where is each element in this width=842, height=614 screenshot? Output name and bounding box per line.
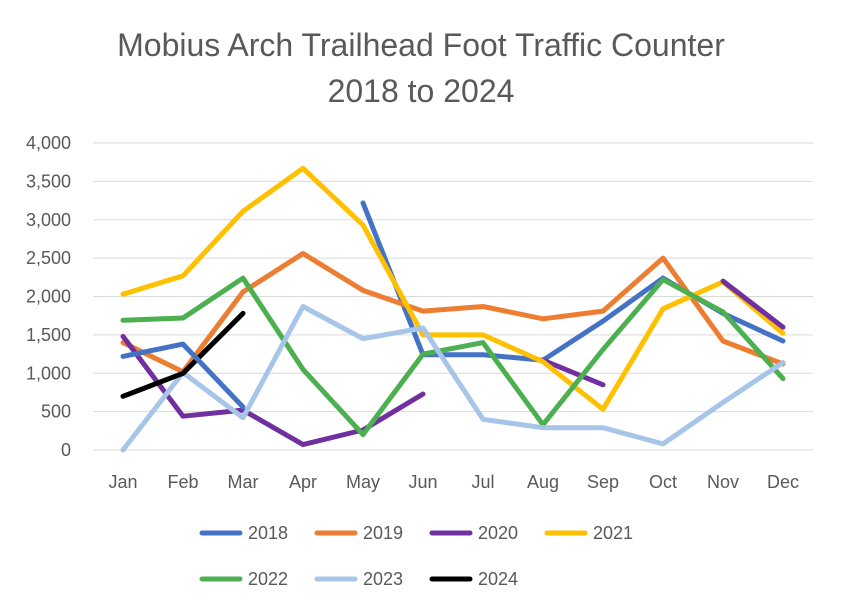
y-tick-label: 500 (41, 402, 71, 422)
legend-label: 2021 (593, 523, 633, 543)
gridlines (93, 142, 813, 451)
x-tick-label: Nov (707, 472, 739, 492)
series-line-2019 (120, 251, 786, 375)
y-tick-label: 3,000 (26, 210, 71, 230)
x-tick-label: Jun (408, 472, 437, 492)
x-tick-label: Mar (228, 472, 259, 492)
series-lines (120, 165, 786, 453)
y-tick-label: 3,500 (26, 171, 71, 191)
x-tick-label: Sep (587, 472, 619, 492)
legend-item-2021: 2021 (544, 523, 633, 543)
legend-item-2018: 2018 (199, 523, 288, 543)
x-axis-tick-labels: Jan Feb Mar Apr May Jun Jul Aug Sep Oct Nov Dec (108, 472, 799, 492)
y-tick-label: 2,000 (26, 287, 71, 307)
legend-label: 2023 (363, 569, 403, 589)
y-tick-label: 0 (61, 440, 71, 460)
series-line-2020 (720, 278, 786, 330)
legend-label: 2019 (363, 523, 403, 543)
series-2023 (120, 304, 786, 453)
series-line-2023 (120, 304, 786, 453)
x-tick-label: Jul (471, 472, 494, 492)
x-tick-label: Jan (108, 472, 137, 492)
legend-item-2022: 2022 (199, 569, 288, 589)
legend-label: 2018 (248, 523, 288, 543)
x-tick-label: May (346, 472, 380, 492)
y-tick-label: 1,000 (26, 363, 71, 383)
legend: 2018 2019 2020 2021 2022 2023 2024 (199, 523, 633, 589)
x-tick-label: Feb (167, 472, 198, 492)
chart-subtitle: 2018 to 2024 (328, 73, 515, 109)
series-line-2022 (120, 275, 786, 438)
series-2024 (120, 310, 246, 399)
legend-item-2020: 2020 (429, 523, 518, 543)
y-tick-label: 4,000 (26, 133, 71, 153)
legend-item-2023: 2023 (314, 569, 403, 589)
x-tick-label: Dec (767, 472, 799, 492)
x-tick-label: Apr (289, 472, 317, 492)
y-tick-label: 2,500 (26, 248, 71, 268)
y-axis-tick-labels: 0 500 1,000 1,500 2,000 2,500 3,000 3,500 4,000 (26, 133, 71, 460)
series-line-2020 (540, 357, 606, 388)
legend-label: 2020 (478, 523, 518, 543)
chart-title: Mobius Arch Trailhead Foot Traffic Count… (117, 27, 725, 63)
legend-item-2019: 2019 (314, 523, 403, 543)
series-2019 (120, 251, 786, 375)
series-line-2024 (120, 310, 246, 399)
series-2021 (120, 165, 786, 412)
legend-item-2024: 2024 (429, 569, 518, 589)
x-tick-label: Aug (527, 472, 559, 492)
series-line-2018 (120, 341, 246, 410)
legend-label: 2024 (478, 569, 518, 589)
series-2022 (120, 275, 786, 438)
x-tick-label: Oct (649, 472, 677, 492)
legend-label: 2022 (248, 569, 288, 589)
y-tick-label: 1,500 (26, 325, 71, 345)
series-line-2021 (120, 165, 786, 412)
